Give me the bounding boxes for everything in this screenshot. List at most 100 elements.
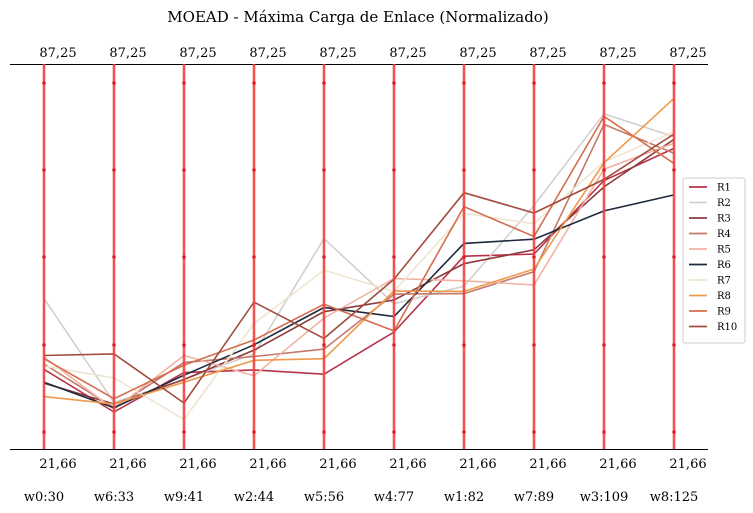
axis-tick-dot (532, 81, 536, 85)
axis-tick-dot (252, 168, 256, 172)
axis-name-label: w0:30 (24, 490, 64, 505)
axis-tick-dot (42, 343, 46, 347)
axis-tick-dot (322, 430, 326, 434)
axis-bottom-tick-label: 21,66 (179, 457, 216, 472)
axis-tick-dot (112, 255, 116, 259)
axis-tick-dot (602, 430, 606, 434)
axis-tick-dot (532, 168, 536, 172)
axis-tick-dot (392, 343, 396, 347)
axis-tick-dot (462, 343, 466, 347)
axis-top-tick-label: 87,25 (389, 46, 426, 61)
axis-tick-dot (322, 255, 326, 259)
legend-label: R6 (717, 260, 731, 271)
axis-name-label: w9:41 (164, 490, 204, 505)
axis-top-tick-label: 87,25 (39, 46, 76, 61)
legend-label: R10 (717, 322, 737, 333)
axis-tick-dot (182, 430, 186, 434)
axis-tick-dot (672, 255, 676, 259)
axis-tick-dot (462, 81, 466, 85)
axis-tick-dot (252, 430, 256, 434)
axis-tick-dot (42, 255, 46, 259)
axis-tick-dot (42, 81, 46, 85)
legend-label: R2 (717, 198, 731, 209)
axis-tick-dot (672, 343, 676, 347)
axis-top-tick-label: 87,25 (669, 46, 706, 61)
series-line-r7 (43, 131, 675, 421)
axis-name-label: w4:77 (374, 490, 414, 505)
axis-tick-dot (392, 430, 396, 434)
axis-tick-dot (602, 255, 606, 259)
axis-bottom-tick-label: 21,66 (39, 457, 76, 472)
legend-label: R4 (717, 229, 731, 240)
series-line-r9 (43, 115, 675, 400)
axis-tick-dot (602, 81, 606, 85)
axis-tick-dot (462, 255, 466, 259)
axis-tick-dot (322, 343, 326, 347)
series-line-r8 (43, 97, 675, 405)
axis-top-tick-label: 87,25 (249, 46, 286, 61)
axis-name-label: w1:82 (444, 490, 484, 505)
axis-bottom-tick-label: 21,66 (669, 457, 706, 472)
axis-top-tick-label: 87,25 (109, 46, 146, 61)
axis-bottom-tick-label: 21,66 (389, 457, 426, 472)
legend-label: R8 (717, 291, 731, 302)
axis-tick-dot (252, 255, 256, 259)
axis-top-tick-label: 87,25 (599, 46, 636, 61)
axis-tick-dot (182, 255, 186, 259)
axis-bottom-tick-label: 21,66 (599, 457, 636, 472)
axis-top-tick-label: 87,25 (459, 46, 496, 61)
legend-label: R9 (717, 307, 731, 318)
chart-title: MOEAD - Máxima Carga de Enlace (Normaliz… (167, 8, 548, 26)
axis-tick-dot (672, 81, 676, 85)
axis-tick-dot (112, 81, 116, 85)
axis-tick-dot (182, 168, 186, 172)
axis-tick-dot (392, 255, 396, 259)
axis-top-tick-label: 87,25 (179, 46, 216, 61)
axis-tick-dot (322, 168, 326, 172)
axis-tick-dot (672, 168, 676, 172)
axis-name-label: w6:33 (94, 490, 134, 505)
legend-label: R3 (717, 214, 731, 225)
labels-layer: 87,25 21,66 w0:30 87,25 21,66 w6:33 87,25 21,66… (24, 46, 707, 505)
series-line-r10 (43, 133, 675, 405)
axis-tick-dot (252, 81, 256, 85)
axis-tick-dot (532, 430, 536, 434)
axis-bottom-tick-label: 21,66 (459, 457, 496, 472)
axis-name-label: w8:125 (650, 490, 699, 505)
axes-layer (42, 64, 676, 449)
axis-name-label: w3:109 (580, 490, 629, 505)
legend: R1 R2 R3 R4 R5 R6 R7 R8 R9 R10 (682, 177, 746, 344)
axis-tick-dot (112, 343, 116, 347)
axis-bottom-tick-label: 21,66 (319, 457, 356, 472)
axis-tick-dot (392, 168, 396, 172)
axis-tick-dot (252, 343, 256, 347)
series-line-r6 (43, 194, 675, 409)
axis-tick-dot (322, 81, 326, 85)
axis-tick-dot (462, 430, 466, 434)
axis-bottom-tick-label: 21,66 (249, 457, 286, 472)
axis-tick-dot (42, 168, 46, 172)
axis-tick-dot (112, 430, 116, 434)
series-layer (43, 97, 675, 421)
axis-bottom-tick-label: 21,66 (529, 457, 566, 472)
axis-tick-dot (672, 430, 676, 434)
axis-tick-dot (42, 430, 46, 434)
legend-box (682, 177, 746, 344)
axis-tick-dot (602, 168, 606, 172)
axis-name-label: w2:44 (234, 490, 274, 505)
axis-tick-dot (182, 81, 186, 85)
axis-tick-dot (602, 343, 606, 347)
legend-label: R1 (717, 183, 731, 194)
axis-tick-dot (182, 343, 186, 347)
axis-tick-dot (532, 255, 536, 259)
legend-label: R7 (717, 276, 731, 287)
axis-name-label: w7:89 (514, 490, 554, 505)
legend-label: R5 (717, 245, 731, 256)
axis-tick-dot (392, 81, 396, 85)
axis-tick-dot (112, 168, 116, 172)
series-line-r4 (43, 123, 675, 409)
axis-name-label: w5:56 (304, 490, 344, 505)
axis-top-tick-label: 87,25 (319, 46, 356, 61)
axis-tick-dot (462, 168, 466, 172)
